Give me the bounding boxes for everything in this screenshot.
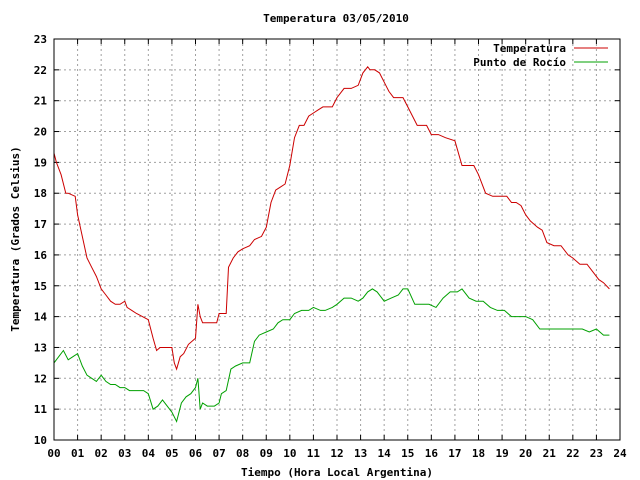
x-tick-label: 11 [307,447,321,460]
x-tick-label: 00 [47,447,60,460]
x-tick-label: 19 [495,447,508,460]
x-tick-label: 03 [118,447,131,460]
y-tick-label: 14 [34,311,48,324]
x-tick-label: 01 [71,447,85,460]
y-tick-label: 18 [34,187,47,200]
x-tick-label: 20 [519,447,532,460]
x-tick-label: 08 [236,447,249,460]
y-tick-label: 23 [34,33,47,46]
x-tick-label: 06 [189,447,203,460]
y-tick-label: 16 [34,249,48,262]
x-tick-label: 22 [566,447,579,460]
x-tick-label: 23 [590,447,603,460]
y-tick-label: 13 [34,341,47,354]
y-axis-label: Temperatura (Grados Celsius) [9,146,22,331]
x-tick-label: 14 [378,447,392,460]
series-line-temperatura [53,65,610,371]
chart-title: Temperatura 03/05/2010 [263,12,409,25]
y-tick-labels: 10 11 12 13 14 15 16 17 18 19 20 21 22 23 [34,33,48,447]
x-tick-label: 09 [260,447,273,460]
x-tick-label: 18 [472,447,485,460]
legend-label: Punto de Rocío [473,56,566,69]
plot-frame [53,38,621,441]
x-tick-label: 04 [142,447,156,460]
y-tick-label: 19 [34,156,47,169]
y-tick-label: 15 [34,280,47,293]
legend-label: Temperatura [493,42,566,55]
x-tick-labels: 00 01 02 03 04 05 06 07 08 09 10 11 12 13 14 15 16 17 18 19… [47,447,627,460]
y-tick-label: 10 [34,434,47,447]
y-tick-label: 11 [34,403,48,416]
x-tick-label: 12 [330,447,343,460]
series-line-punto-de-rocio [53,288,610,423]
x-tick-label: 07 [212,447,225,460]
x-tick-label: 21 [543,447,557,460]
x-tick-label: 16 [425,447,439,460]
y-tick-label: 21 [34,95,48,108]
x-tick-label: 05 [165,447,178,460]
grid [53,38,621,441]
x-axis-label: Tiempo (Hora Local Argentina) [241,466,433,479]
y-tick-label: 12 [34,372,47,385]
x-tick-label: 17 [448,447,461,460]
x-tick-label: 24 [613,447,627,460]
x-tick-label: 15 [401,447,414,460]
x-tick-label: 10 [283,447,296,460]
series-lines [53,65,610,423]
x-tick-label: 02 [95,447,108,460]
y-tick-label: 20 [34,126,47,139]
y-tick-label: 17 [34,218,47,231]
x-tick-label: 13 [354,447,367,460]
y-tick-label: 22 [34,64,47,77]
